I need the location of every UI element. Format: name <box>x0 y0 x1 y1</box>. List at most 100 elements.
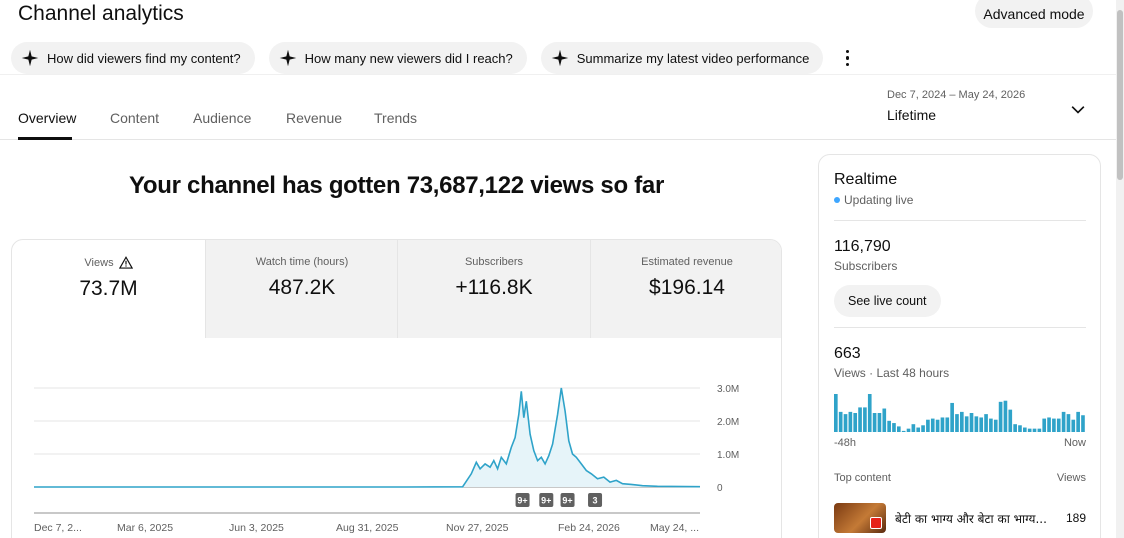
y-tick-label: 3.0M <box>717 384 739 395</box>
realtime-bar <box>853 413 858 432</box>
overview-card: Views 73.7M Watch time (hours) 487.2K Su… <box>11 239 782 538</box>
date-range-text[interactable]: Dec 7, 2024 – May 24, 2026 <box>887 89 1026 101</box>
realtime-bar <box>960 411 964 432</box>
realtime-bar-chart[interactable] <box>834 392 1086 432</box>
x-tick-label: Nov 27, 2025 <box>446 522 509 534</box>
series-line <box>34 387 701 488</box>
views-chart[interactable]: 3.0M 2.0M 1.0M 0 9+ 9+ 9+ 3 Dec 7, 2... Mar 6, 20… <box>12 338 782 538</box>
top-content-item[interactable]: बेटी का भाग्य और बेटा का भाग्य... 189 <box>834 503 1086 533</box>
realtime-bar <box>940 417 945 432</box>
realtime-bar <box>955 414 959 432</box>
y-tick-label: 1.0M <box>717 450 739 461</box>
annotation-marker-label: 9+ <box>541 496 551 506</box>
axis-end-label: Now <box>1063 437 1086 449</box>
realtime-bar <box>867 394 872 432</box>
realtime-bar <box>921 425 925 432</box>
realtime-bar <box>887 420 891 432</box>
realtime-bar <box>945 417 950 432</box>
realtime-bar <box>979 417 984 432</box>
metric-value: $196.14 <box>649 276 725 299</box>
live-dot-icon <box>834 197 840 203</box>
suggestion-chips: How did viewers find my content? How man… <box>11 42 857 74</box>
realtime-bar <box>1081 415 1085 432</box>
realtime-views-label: Views · Last 48 hours <box>834 366 950 380</box>
tab-audience[interactable]: Audience <box>193 110 252 126</box>
realtime-views-count: 663 <box>834 345 861 362</box>
tab-trends[interactable]: Trends <box>374 110 418 126</box>
x-tick-label: May 24, ... <box>650 522 699 534</box>
advanced-mode-button[interactable]: Advanced mode <box>975 0 1093 28</box>
realtime-bar <box>930 418 935 432</box>
date-period-label[interactable]: Lifetime <box>887 107 937 123</box>
metric-subscribers[interactable]: Subscribers +116.8K <box>397 240 590 338</box>
annotation-marker <box>560 493 575 507</box>
realtime-bar <box>989 418 993 432</box>
chip-label: Summarize my latest video performance <box>576 50 810 66</box>
realtime-bar <box>1003 400 1008 432</box>
x-tick-label: Mar 6, 2025 <box>117 522 173 534</box>
metric-value: 487.2K <box>268 276 336 299</box>
realtime-bar <box>911 424 916 432</box>
chip-new-viewers[interactable]: How many new viewers did I reach? <box>268 42 527 74</box>
chip-label: How did viewers find my content? <box>47 50 241 66</box>
x-tick-label: Feb 24, 2026 <box>558 522 620 534</box>
top-content-label: Top content <box>834 472 891 484</box>
realtime-bar <box>1027 428 1032 432</box>
metric-watch-time[interactable]: Watch time (hours) 487.2K <box>205 240 398 338</box>
realtime-bar <box>974 416 979 432</box>
video-thumbnail <box>834 503 886 533</box>
y-tick-label: 0 <box>717 483 723 494</box>
realtime-bar <box>935 419 940 432</box>
scrollbar-thumb[interactable] <box>1117 10 1123 180</box>
x-tick-label: Aug 31, 2025 <box>336 522 399 534</box>
realtime-bar <box>1071 419 1076 432</box>
metric-views[interactable]: Views 73.7M <box>12 240 205 338</box>
realtime-bar <box>916 427 921 432</box>
sparkle-icon <box>279 49 296 67</box>
metric-value: 73.7M <box>79 277 138 300</box>
x-tick-label: Dec 7, 2... <box>34 522 82 534</box>
annotation-marker-label: 9+ <box>562 496 572 506</box>
page-title: Channel analytics <box>18 2 184 25</box>
tab-content[interactable]: Content <box>110 110 160 126</box>
realtime-bar <box>1032 428 1037 432</box>
realtime-bar <box>1066 414 1071 432</box>
realtime-bar <box>964 416 969 432</box>
divider <box>834 220 1086 221</box>
realtime-bar <box>998 401 1003 432</box>
chevron-down-icon[interactable] <box>1068 100 1088 120</box>
active-tab-indicator <box>18 137 72 140</box>
see-live-count-button[interactable]: See live count <box>834 285 941 317</box>
metric-label: Subscribers <box>464 256 524 268</box>
scrollbar-track[interactable] <box>1116 0 1124 538</box>
metric-revenue[interactable]: Estimated revenue $196.14 <box>590 240 781 338</box>
realtime-bar <box>1023 427 1027 432</box>
realtime-bar <box>858 407 862 432</box>
chip-how-viewers-find[interactable]: How did viewers find my content? <box>11 42 255 74</box>
realtime-bar <box>901 430 906 432</box>
tab-revenue[interactable]: Revenue <box>286 110 343 126</box>
sparkle-icon <box>551 49 568 67</box>
y-tick-label: 2.0M <box>717 417 739 428</box>
realtime-bar <box>969 413 974 432</box>
realtime-bar <box>892 423 896 432</box>
realtime-bar <box>926 419 930 432</box>
realtime-status-text: Updating live <box>844 193 914 207</box>
more-options-icon[interactable] <box>837 42 857 74</box>
subscriber-count: 116,790 <box>834 238 891 255</box>
realtime-bar <box>863 407 867 432</box>
realtime-bar <box>1047 417 1051 432</box>
realtime-bar <box>1013 424 1017 432</box>
realtime-bar <box>984 414 988 432</box>
chip-summarize-latest[interactable]: Summarize my latest video performance <box>540 42 824 74</box>
annotation-marker <box>515 493 530 507</box>
video-title: बेटी का भाग्य और बेटा का भाग्य... <box>895 511 1047 526</box>
realtime-bar <box>1008 409 1013 432</box>
views-headline: Your channel has gotten 73,687,122 views… <box>128 172 664 199</box>
tab-overview[interactable]: Overview <box>18 110 77 126</box>
realtime-status: Updating live <box>834 193 913 207</box>
realtime-bar <box>993 419 998 432</box>
realtime-bar <box>1052 418 1056 432</box>
tabs-bar: Overview Content Audience Revenue Trends… <box>0 74 1116 140</box>
